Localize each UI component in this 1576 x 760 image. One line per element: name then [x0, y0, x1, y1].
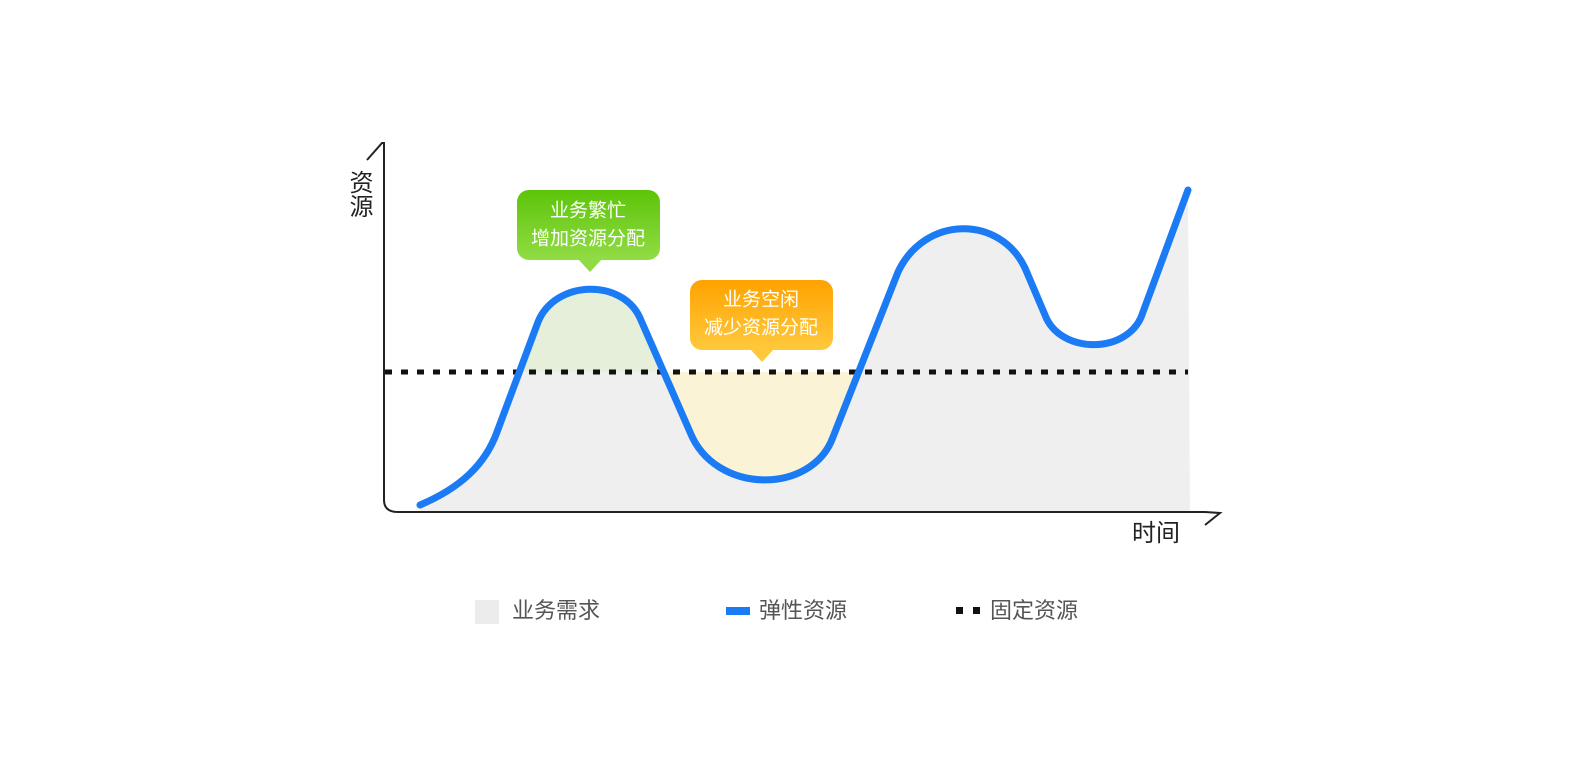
callout-box: [517, 190, 660, 260]
callout-pointer: [578, 259, 602, 272]
idle-callout: 业务空闲 减少资源分配: [690, 280, 833, 362]
callout-text: 业务空闲: [723, 289, 799, 311]
demand-area: [420, 190, 1190, 512]
legend-label: 固定资源: [990, 599, 1078, 624]
callout-text: 增加资源分配: [531, 228, 645, 250]
legend-label: 业务需求: [512, 599, 600, 624]
legend-swatch: [956, 607, 963, 614]
legend: 业务需求 弹性资源 固定资源: [475, 599, 1078, 624]
axes: [366, 142, 1223, 526]
callout-text: 业务繁忙: [550, 200, 626, 222]
callout-pointer: [750, 349, 774, 362]
busy-region: [519, 289, 664, 372]
elastic-resource-line: [416, 186, 1192, 509]
y-axis-label: 资源: [345, 170, 373, 218]
legend-label: 弹性资源: [759, 599, 847, 624]
legend-swatch: [973, 607, 980, 614]
x-axis-label: 时间: [1132, 519, 1180, 547]
callout-box: [690, 280, 833, 350]
legend-swatch: [726, 607, 750, 615]
busy-callout: 业务繁忙 增加资源分配: [517, 190, 660, 272]
callout-text: 减少资源分配: [704, 317, 818, 339]
legend-swatch: [475, 600, 499, 624]
